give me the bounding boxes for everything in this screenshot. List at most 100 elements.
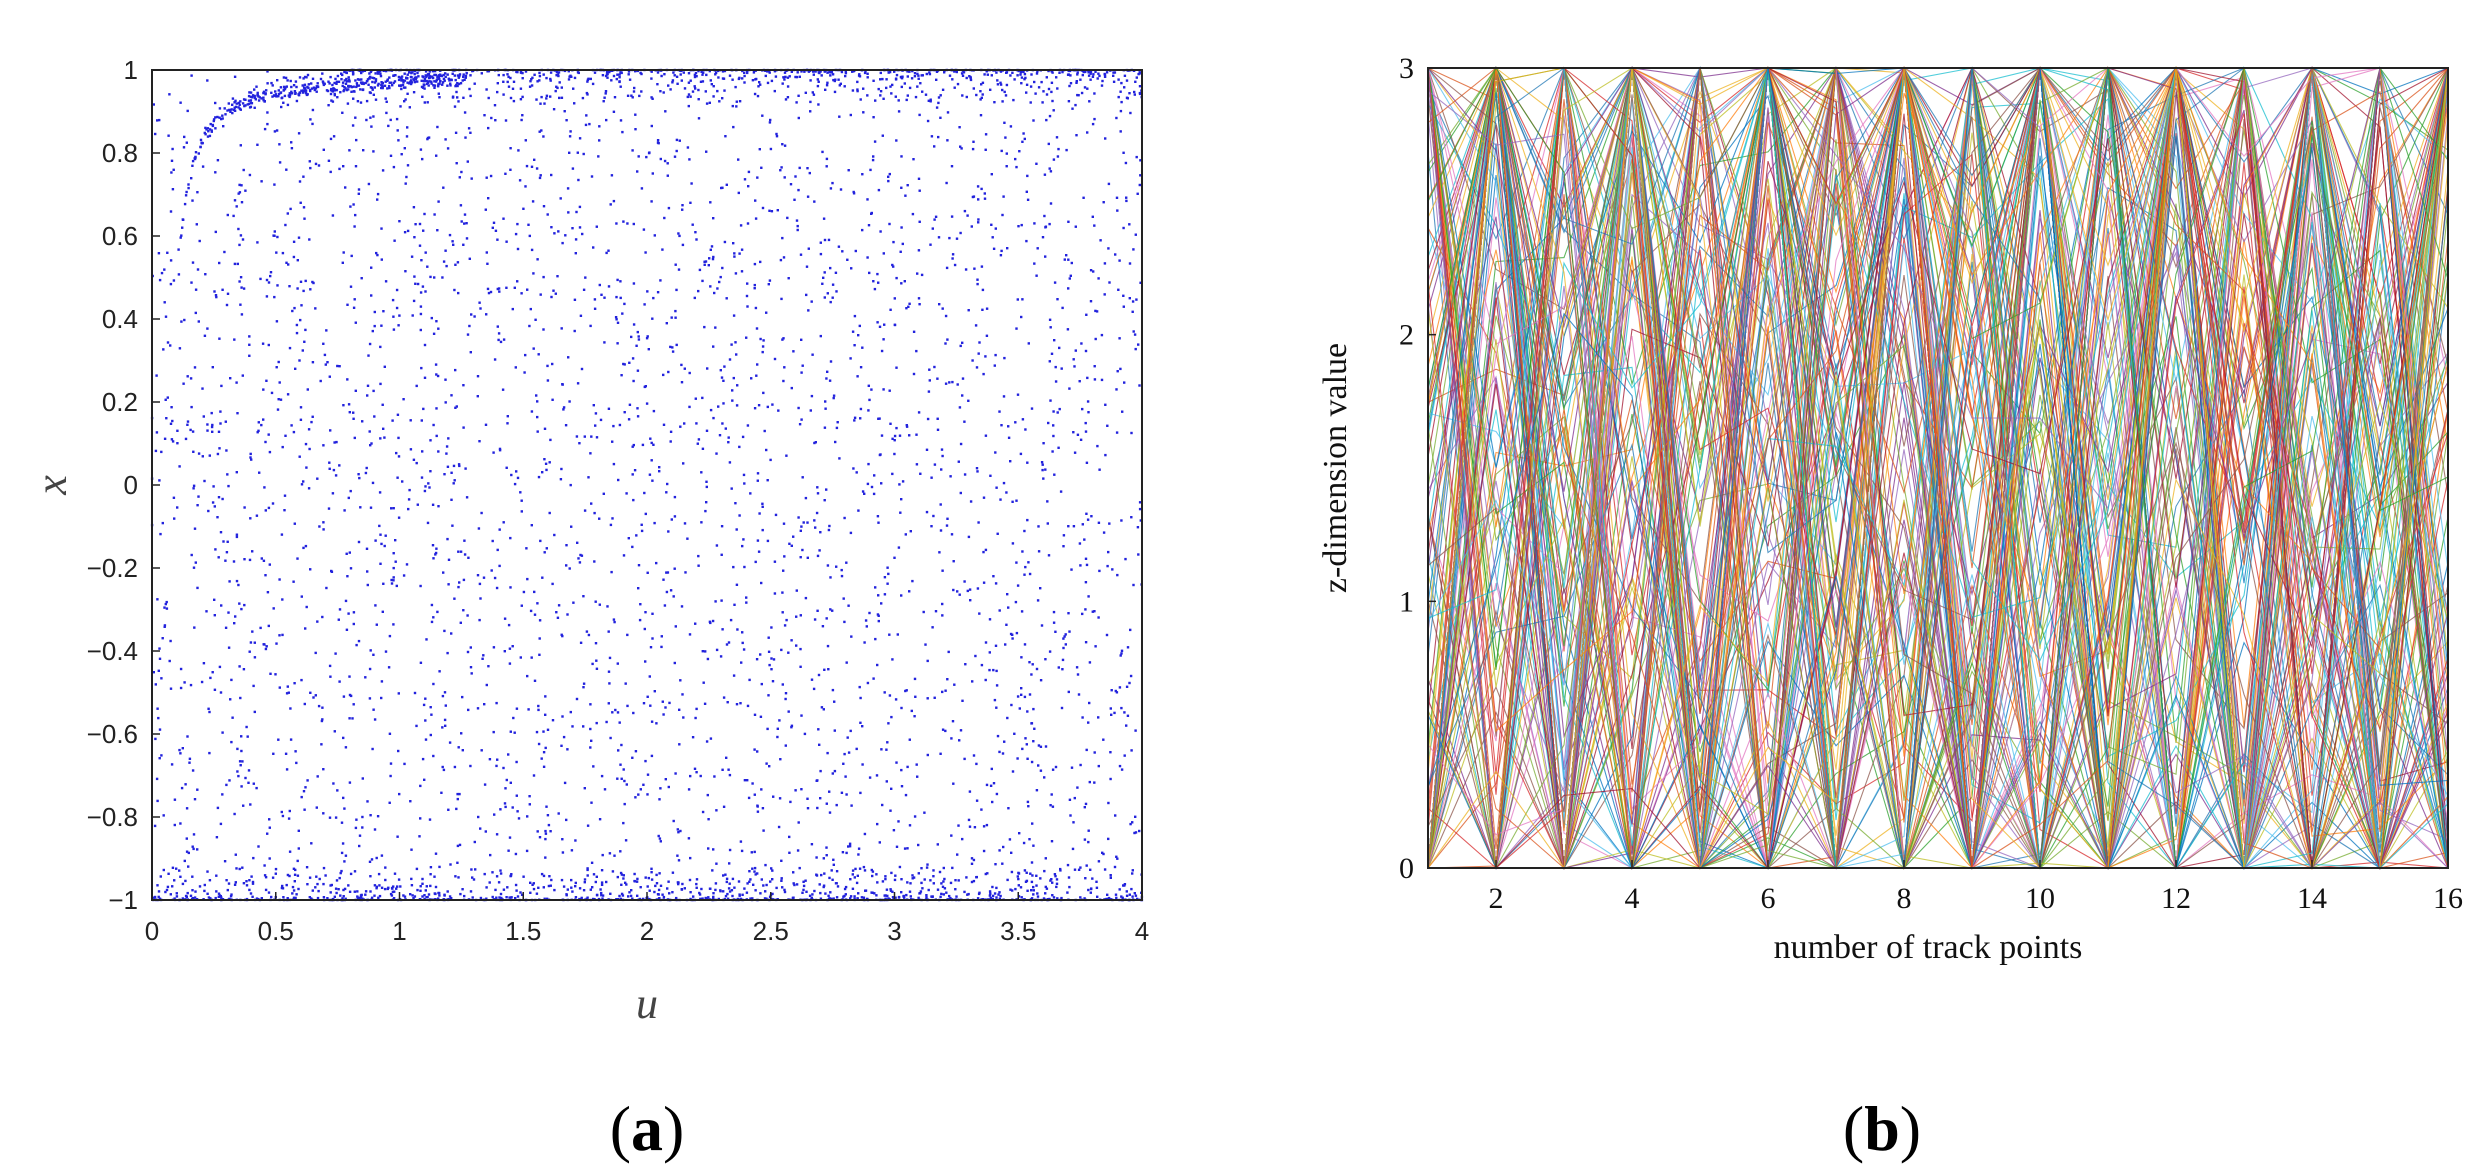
scatter-point	[972, 140, 975, 143]
scatter-point	[171, 885, 174, 888]
scatter-point	[971, 680, 974, 683]
scatter-point	[166, 396, 169, 399]
scatter-point	[380, 696, 383, 700]
scatter-point	[864, 619, 868, 622]
scatter-point	[924, 643, 927, 646]
scatter-point	[912, 158, 915, 161]
scatter-point	[942, 893, 945, 896]
scatter-point	[1014, 887, 1017, 891]
scatter-point	[960, 147, 963, 150]
scatter-point	[977, 198, 980, 201]
scatter-point	[687, 788, 691, 791]
scatter-point	[694, 716, 697, 720]
scatter-point	[816, 486, 819, 489]
scatter-point	[168, 659, 171, 663]
scatter-point	[941, 569, 944, 572]
scatter-point	[929, 100, 932, 103]
scatter-point	[713, 291, 716, 295]
scatter-point	[447, 558, 451, 561]
scatter-point	[638, 94, 641, 98]
scatter-point	[909, 882, 912, 885]
scatter-point	[761, 350, 764, 354]
scatter-point	[367, 182, 371, 186]
scatter-point	[959, 442, 963, 446]
scatter-point	[812, 73, 815, 76]
scatter-point	[233, 199, 237, 202]
scatter-point	[893, 556, 896, 559]
scatter-point	[314, 162, 318, 166]
scatter-point	[513, 482, 517, 486]
scatter-point	[970, 880, 974, 884]
scatter-point	[957, 460, 960, 463]
scatter-point	[524, 139, 527, 142]
scatter-point	[694, 231, 697, 234]
scatter-point	[298, 455, 301, 458]
scatter-point	[748, 870, 751, 873]
scatter-point	[515, 794, 518, 797]
scatter-point	[545, 468, 548, 472]
scatter-point	[360, 71, 363, 75]
scatter-point	[367, 354, 370, 357]
scatter-point	[1014, 421, 1017, 424]
scatter-point	[354, 826, 358, 830]
scatter-point	[434, 553, 437, 556]
scatter-point	[938, 551, 941, 554]
scatter-point	[1097, 521, 1101, 524]
scatter-point	[803, 732, 807, 736]
scatter-point	[514, 883, 518, 887]
scatter-point	[510, 873, 513, 876]
scatter-point	[543, 102, 546, 105]
scatter-point	[1115, 116, 1118, 120]
scatter-point	[459, 204, 463, 207]
scatter-point	[586, 896, 589, 899]
scatter-point	[994, 353, 997, 357]
scatter-point	[280, 533, 284, 536]
scatter-point	[687, 104, 690, 108]
scatter-point	[203, 889, 206, 893]
scatter-point	[1121, 410, 1124, 413]
scatter-point	[955, 895, 958, 898]
scatter-point	[612, 462, 616, 466]
scatter-point	[1039, 877, 1042, 880]
scatter-point	[354, 165, 358, 168]
scatter-point	[1076, 786, 1079, 789]
scatter-point	[498, 564, 501, 568]
scatter-point	[800, 70, 803, 73]
scatter-point	[795, 219, 799, 222]
scatter-point	[969, 78, 973, 82]
scatter-point	[465, 237, 469, 240]
scatter-point	[844, 71, 848, 75]
scatter-point	[411, 314, 414, 317]
scatter-point	[832, 396, 835, 400]
scatter-point	[350, 90, 353, 93]
scatter-point	[749, 492, 752, 495]
scatter-point	[945, 524, 949, 527]
scatter-point	[1015, 165, 1018, 169]
scatter-point	[283, 87, 287, 91]
scatter-point	[411, 894, 414, 897]
scatter-point	[689, 774, 692, 778]
scatter-point	[334, 77, 337, 81]
scatter-point	[529, 891, 532, 894]
scatter-point	[917, 872, 920, 875]
scatter-point	[335, 891, 338, 895]
scatter-point	[220, 896, 223, 899]
scatter-point	[316, 882, 319, 886]
scatter-point	[1059, 490, 1063, 493]
scatter-point	[605, 880, 608, 884]
scatter-point	[616, 711, 620, 714]
scatter-point	[364, 890, 368, 893]
scatter-point	[1017, 877, 1020, 881]
scatter-point	[329, 137, 333, 141]
scatter-point	[931, 227, 934, 230]
scatter-point	[163, 625, 166, 628]
scatter-point	[932, 869, 935, 872]
scatter-point	[663, 216, 666, 220]
scatter-point	[715, 809, 718, 812]
scatter-point	[1030, 880, 1034, 884]
scatter-point	[802, 521, 805, 524]
scatter-point	[443, 893, 446, 896]
scatter-point	[1086, 400, 1090, 403]
scatter-point	[741, 893, 744, 896]
scatter-point	[491, 871, 494, 874]
